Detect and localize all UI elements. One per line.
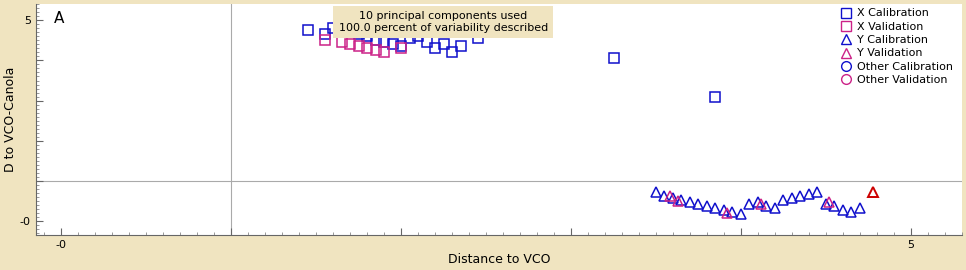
- X-axis label: Distance to VCO: Distance to VCO: [447, 253, 550, 266]
- Text: A: A: [54, 11, 65, 26]
- Legend: X Calibration, X Validation, Y Calibration, Y Validation, Other Calibration, Oth: X Calibration, X Validation, Y Calibrati…: [836, 5, 956, 89]
- Text: 10 principal components used
100.0 percent of variability described: 10 principal components used 100.0 perce…: [339, 11, 548, 33]
- Y-axis label: D to VCO-Canola: D to VCO-Canola: [4, 67, 17, 172]
